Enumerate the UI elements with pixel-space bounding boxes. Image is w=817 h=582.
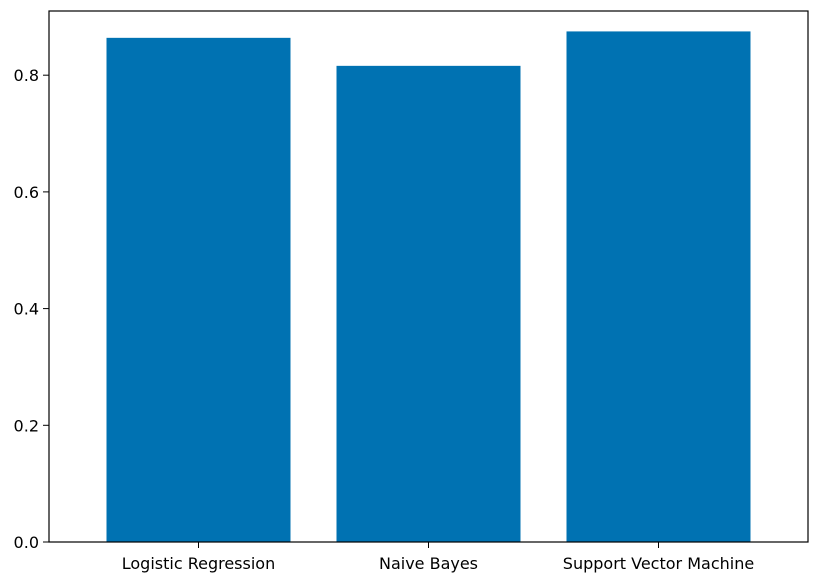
bar-logistic-regression (106, 37, 291, 543)
y-tick-label: 0.0 (14, 533, 39, 552)
x-axis: Logistic Regression Naive Bayes Support Ve… (122, 542, 754, 573)
y-tick-label: 0.2 (14, 416, 39, 435)
y-tick-label: 0.4 (14, 300, 39, 319)
x-tick-label: Support Vector Machine (563, 554, 754, 573)
bar-naive-bayes (336, 65, 521, 542)
x-tick-label: Naive Bayes (379, 554, 478, 573)
x-tick-label: Logistic Regression (122, 554, 275, 573)
y-axis: 0.0 0.2 0.4 0.6 0.8 (14, 66, 49, 552)
bars-group (106, 31, 751, 543)
bar-support-vector-machine (566, 31, 751, 542)
y-tick-label: 0.8 (14, 66, 39, 85)
y-tick-label: 0.6 (14, 183, 39, 202)
